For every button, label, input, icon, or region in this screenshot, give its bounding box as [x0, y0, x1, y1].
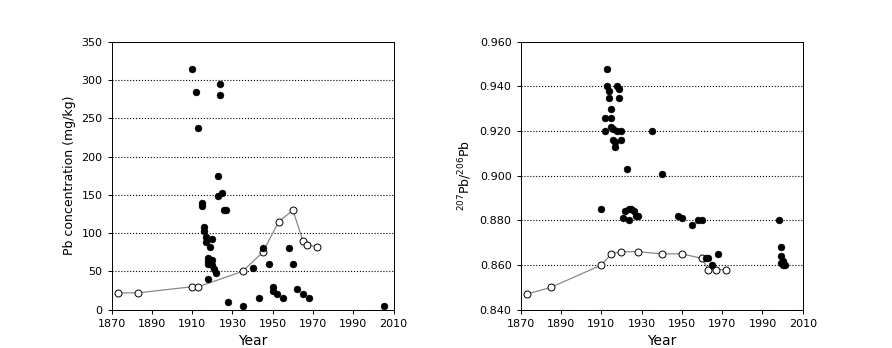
Point	[290, 286, 304, 292]
Point	[711, 251, 725, 257]
Point	[604, 106, 618, 111]
X-axis label: Year: Year	[238, 334, 268, 348]
Point	[674, 215, 689, 221]
Point	[655, 171, 669, 176]
Point	[612, 95, 626, 100]
Point	[201, 259, 215, 264]
Y-axis label: $^{207}$Pb/$^{206}$Pb: $^{207}$Pb/$^{206}$Pb	[457, 140, 475, 211]
Point	[594, 206, 608, 212]
Point	[195, 204, 210, 209]
Point	[195, 200, 210, 205]
Point	[775, 262, 789, 268]
Point	[205, 257, 219, 263]
Point	[209, 270, 223, 276]
Point	[631, 213, 645, 219]
Point	[599, 128, 613, 134]
Point	[602, 95, 616, 100]
Point	[201, 261, 215, 267]
Point	[773, 244, 788, 250]
Point	[213, 81, 227, 87]
Point	[207, 266, 221, 272]
Point	[211, 193, 226, 199]
Point	[252, 295, 266, 301]
Point	[778, 262, 792, 268]
Point	[219, 207, 234, 213]
Point	[205, 237, 219, 242]
Point	[699, 255, 714, 261]
Point	[261, 261, 276, 267]
Point	[269, 292, 284, 297]
X-axis label: Year: Year	[647, 334, 676, 348]
Point	[218, 207, 232, 213]
Point	[215, 191, 229, 196]
Point	[623, 206, 637, 212]
Point	[185, 66, 199, 71]
Point	[600, 66, 615, 71]
Point	[610, 84, 624, 89]
Point	[203, 244, 218, 250]
Point	[199, 234, 213, 240]
Point	[301, 295, 316, 301]
Point	[376, 303, 391, 309]
Point	[282, 246, 296, 251]
Point	[616, 215, 631, 221]
Point	[615, 128, 629, 134]
Point	[773, 260, 788, 266]
Point	[607, 126, 621, 132]
Point	[604, 124, 618, 129]
Point	[610, 128, 624, 134]
Point	[276, 295, 290, 301]
Point	[191, 126, 205, 131]
Point	[197, 228, 211, 234]
Point	[607, 137, 621, 143]
Point	[623, 218, 637, 223]
Point	[201, 276, 215, 282]
Point	[600, 84, 615, 89]
Point	[618, 209, 632, 214]
Point	[211, 173, 226, 179]
Point	[624, 206, 639, 212]
Y-axis label: Pb concentration (mg/kg): Pb concentration (mg/kg)	[62, 96, 76, 255]
Point	[626, 209, 640, 214]
Point	[705, 262, 719, 268]
Point	[773, 253, 788, 259]
Point	[628, 213, 642, 219]
Point	[189, 89, 203, 94]
Point	[701, 255, 715, 261]
Point	[255, 246, 269, 251]
Point	[772, 218, 786, 223]
Point	[608, 140, 623, 145]
Point	[205, 262, 219, 268]
Point	[599, 115, 613, 120]
Point	[612, 86, 626, 92]
Point	[213, 93, 227, 98]
Point	[775, 260, 789, 266]
Point	[199, 239, 213, 245]
Point	[296, 292, 310, 297]
Point	[645, 128, 659, 134]
Point	[197, 224, 211, 230]
Point	[604, 115, 618, 120]
Point	[221, 299, 235, 305]
Point	[245, 265, 260, 270]
Point	[608, 144, 623, 150]
Point	[235, 303, 250, 309]
Point	[266, 284, 280, 290]
Point	[695, 218, 709, 223]
Point	[615, 137, 629, 143]
Point	[685, 222, 699, 228]
Point	[266, 288, 280, 293]
Point	[671, 213, 685, 219]
Point	[285, 261, 300, 267]
Point	[775, 258, 789, 263]
Point	[602, 88, 616, 94]
Point	[620, 166, 634, 172]
Point	[201, 256, 215, 261]
Point	[691, 218, 706, 223]
